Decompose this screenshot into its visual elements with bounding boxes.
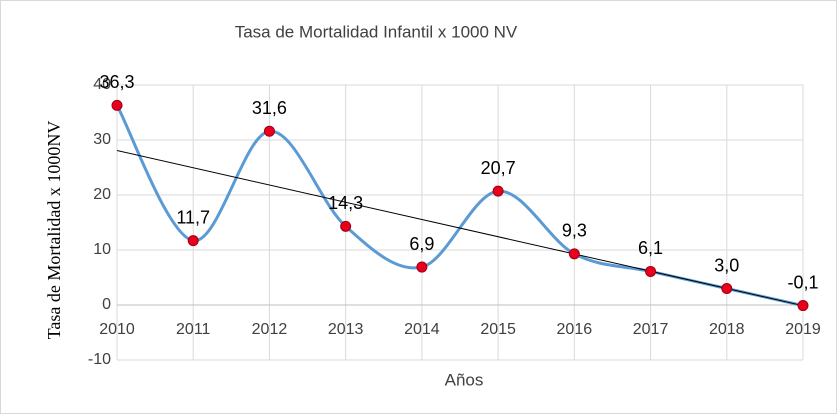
x-tick-label: 2015 bbox=[480, 321, 516, 338]
marker bbox=[721, 283, 733, 294]
data-label: 11,7 bbox=[176, 207, 210, 227]
y-tick-label: 0 bbox=[102, 296, 111, 313]
marker bbox=[492, 185, 504, 197]
marker bbox=[340, 220, 352, 232]
chart-title: Tasa de Mortalidad Infantil x 1000 NV bbox=[235, 22, 518, 41]
marker bbox=[416, 261, 428, 273]
data-label: 36,3 bbox=[99, 72, 134, 92]
marker bbox=[187, 235, 199, 247]
x-axis-title: Años bbox=[445, 370, 484, 389]
data-label: 6,9 bbox=[409, 234, 434, 254]
x-tick-label: 2019 bbox=[785, 321, 821, 338]
marker bbox=[263, 125, 275, 137]
trendline bbox=[116, 150, 804, 307]
x-tick-label: 2017 bbox=[633, 321, 669, 338]
marker bbox=[645, 265, 657, 277]
x-tick-label: 2012 bbox=[252, 321, 288, 338]
data-label: 9,3 bbox=[562, 221, 587, 241]
x-tick-label: 2018 bbox=[709, 321, 745, 338]
y-tick-label: 40 bbox=[93, 76, 111, 93]
marker bbox=[568, 248, 580, 260]
x-tick-label: 2011 bbox=[176, 321, 211, 338]
x-tick-label: 2010 bbox=[99, 321, 135, 338]
y-tick-label: 30 bbox=[93, 131, 111, 148]
data-label: -0,1 bbox=[787, 272, 818, 292]
x-tick-label: 2013 bbox=[328, 321, 364, 338]
x-tick-label: 2016 bbox=[557, 321, 593, 338]
y-axis-title: Tasa de Mortalidad x 1000NV bbox=[44, 121, 64, 340]
marker bbox=[111, 99, 123, 111]
marker bbox=[797, 300, 809, 312]
y-tick-label: -10 bbox=[88, 351, 111, 368]
data-label: 3,0 bbox=[714, 255, 739, 275]
data-label: 6,1 bbox=[638, 238, 663, 258]
data-label: 14,3 bbox=[328, 193, 363, 213]
y-tick-label: 10 bbox=[93, 241, 111, 258]
data-label: 31,6 bbox=[252, 98, 287, 118]
y-tick-label: 20 bbox=[93, 186, 111, 203]
data-label: 20,7 bbox=[481, 158, 516, 178]
x-tick-label: 2014 bbox=[404, 321, 440, 338]
